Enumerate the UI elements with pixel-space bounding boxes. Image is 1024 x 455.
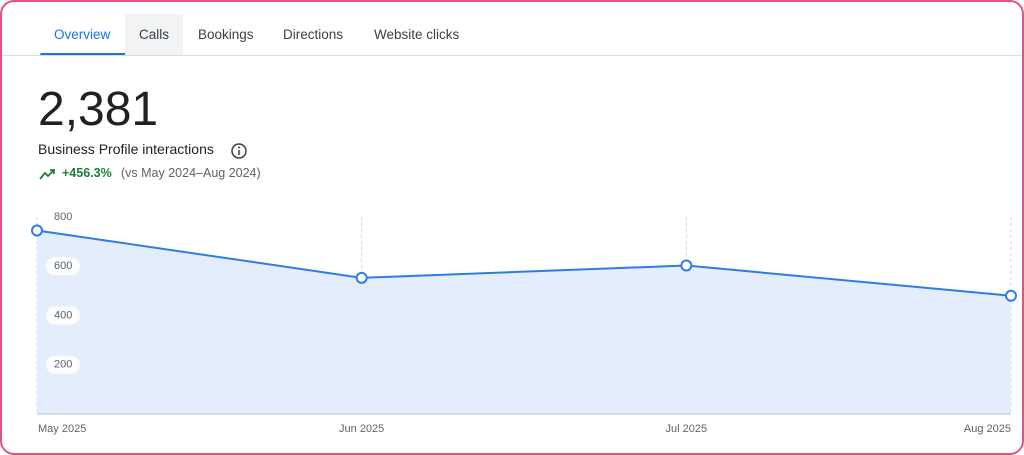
x-tick-label: Jun 2025	[339, 423, 384, 435]
x-tick-label: May 2025	[38, 423, 86, 435]
y-tick-pill	[46, 208, 80, 226]
tab[interactable]: Overview	[54, 27, 111, 42]
y-tick-pill	[46, 355, 80, 374]
info-icon[interactable]	[230, 142, 248, 160]
metric-label: Business Profile interactions	[38, 141, 214, 157]
y-tick-label: 800	[54, 211, 72, 223]
tab[interactable]: Calls	[125, 14, 184, 56]
metric-change: +456.3%	[62, 166, 112, 180]
area	[37, 230, 1011, 414]
tab-indicator	[40, 53, 128, 56]
point	[31, 224, 43, 237]
point	[355, 271, 368, 284]
y-tick-label: 400	[54, 309, 72, 321]
tab[interactable]: Bookings	[198, 27, 254, 42]
y-tick-label: 200	[54, 359, 72, 371]
tab[interactable]: Directions	[283, 27, 344, 42]
y-tick-label: 600	[54, 260, 72, 272]
tab[interactable]: Website clicks	[374, 27, 460, 42]
x-tick-label: Jul 2025	[666, 423, 708, 435]
trend-icon	[39, 169, 55, 180]
divider	[2, 55, 1022, 56]
metric-value: 2,381	[38, 83, 159, 136]
y-tick-pill	[46, 306, 80, 325]
point	[680, 259, 693, 272]
x-tick-label: Aug 2025	[964, 423, 1011, 435]
point	[1005, 289, 1017, 302]
y-tick-pill	[46, 257, 80, 276]
line	[36, 229, 1012, 297]
metric-comparison: (vs May 2024–Aug 2024)	[121, 166, 261, 180]
